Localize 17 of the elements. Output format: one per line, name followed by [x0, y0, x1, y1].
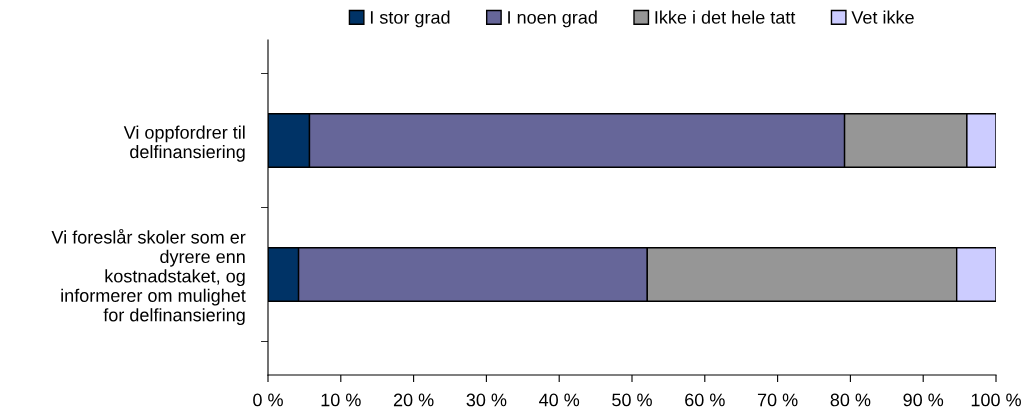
x-tick-label: 90 % — [903, 393, 944, 407]
x-tick-label: 30 % — [466, 393, 507, 407]
x-tick-label: 50 % — [612, 393, 652, 407]
legend-label: Vet ikke — [851, 10, 914, 24]
x-tick-label: 20 % — [393, 393, 434, 407]
x-tick-label: 40 % — [539, 393, 580, 407]
x-tick-label: 70 % — [757, 393, 798, 407]
x-tick-label: 100 % — [971, 393, 1021, 407]
legend-label: I noen grad — [508, 10, 597, 28]
x-tick-label: 10 % — [321, 393, 361, 407]
x-tick-label: 0 % — [253, 393, 283, 407]
x-tick-label: 60 % — [685, 393, 725, 407]
legend-label: Ikke i det hele tatt — [655, 10, 796, 24]
y-tick-label: Vi oppfordrer til delfinansiering — [123, 125, 245, 162]
legend-label: I stor grad — [370, 10, 450, 28]
y-tick-label: Vi foreslår skoler som er dyrere enn kostnadstaket, og informerer om mulighet for delfinansiering — [51, 228, 246, 325]
x-tick-label: 80 % — [830, 393, 871, 407]
